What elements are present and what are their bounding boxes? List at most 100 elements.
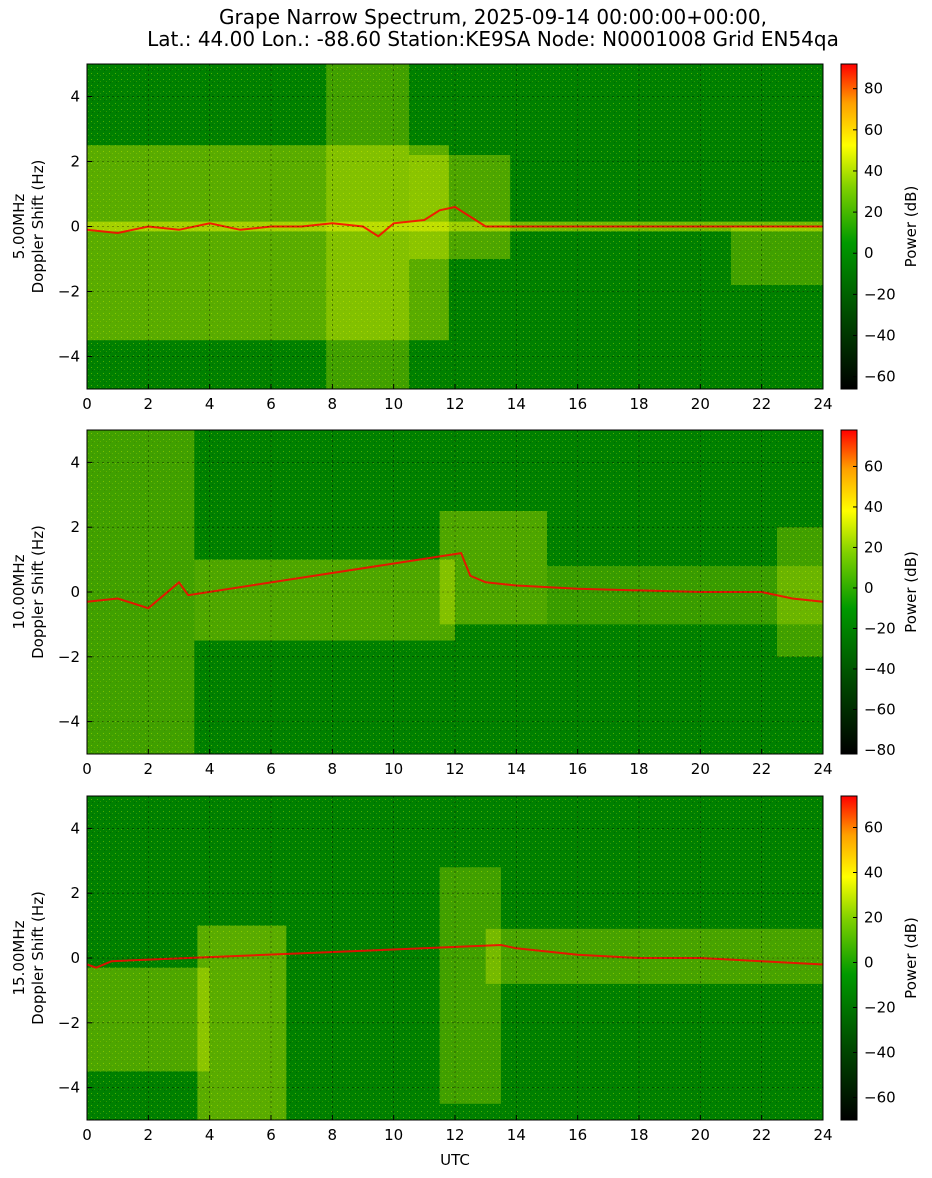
colorbar-tick-label: 60 bbox=[864, 819, 883, 837]
y-tick-label: 4 bbox=[70, 819, 80, 837]
y-tick-label: 2 bbox=[70, 518, 80, 536]
x-tick-label: 12 bbox=[445, 395, 464, 413]
y-axis-label: Doppler Shift (Hz) bbox=[29, 525, 47, 659]
x-tick-label: 24 bbox=[813, 395, 832, 413]
doppler-trace bbox=[86, 943, 824, 969]
y-tick-label: 2 bbox=[70, 884, 80, 902]
x-tick-label: 4 bbox=[205, 760, 215, 778]
colorbar-tick-label: 20 bbox=[864, 203, 883, 221]
y-tick-label: −2 bbox=[58, 1014, 80, 1032]
x-tick-label: 22 bbox=[752, 1126, 771, 1144]
x-tick-label: 0 bbox=[82, 760, 92, 778]
x-tick-label: 14 bbox=[507, 1126, 526, 1144]
x-tick-label: 10 bbox=[384, 395, 403, 413]
colorbar-tick-label: 20 bbox=[864, 909, 883, 927]
colorbar-tick-label: −60 bbox=[864, 700, 896, 718]
x-tick-label: 2 bbox=[144, 1126, 154, 1144]
signal-region bbox=[439, 511, 547, 625]
x-tick-label: 18 bbox=[629, 395, 648, 413]
x-tick-label: 22 bbox=[752, 395, 771, 413]
colorbar bbox=[840, 63, 858, 390]
signal-region bbox=[777, 527, 823, 657]
doppler-trace bbox=[86, 551, 824, 610]
doppler-trace bbox=[86, 205, 823, 238]
colorbar-label: Power (dB) bbox=[902, 186, 920, 268]
colorbar-tick-label: −20 bbox=[864, 285, 896, 303]
signal-region bbox=[731, 226, 823, 285]
x-tick-label: 4 bbox=[205, 1126, 215, 1144]
x-tick-label: 0 bbox=[82, 395, 92, 413]
title-line-2: Lat.: 44.00 Lon.: -88.60 Station:KE9SA N… bbox=[147, 27, 839, 51]
signal-region bbox=[194, 559, 456, 641]
x-tick-label: 16 bbox=[568, 1126, 587, 1144]
colorbar-tick-label: −60 bbox=[864, 1089, 896, 1107]
x-tick-label: 18 bbox=[629, 760, 648, 778]
colorbar-label: Power (dB) bbox=[902, 551, 920, 633]
signal-region bbox=[87, 967, 210, 1072]
x-tick-label: 10 bbox=[384, 760, 403, 778]
colorbar-tick-label: −60 bbox=[864, 368, 896, 386]
x-tick-label: 8 bbox=[328, 1126, 338, 1144]
colorbar bbox=[840, 795, 858, 1121]
colorbar-tick-label: 0 bbox=[864, 244, 874, 262]
x-tick-label: 0 bbox=[82, 1126, 92, 1144]
x-tick-label: 24 bbox=[813, 1126, 832, 1144]
x-tick-label: 12 bbox=[445, 1126, 464, 1144]
panel-frequency-label: 10.00MHz bbox=[10, 554, 28, 629]
x-tick-label: 6 bbox=[266, 1126, 276, 1144]
colorbar-tick-label: −80 bbox=[864, 741, 896, 759]
signal-region bbox=[87, 430, 195, 754]
y-tick-label: −2 bbox=[58, 648, 80, 666]
colorbar-tick-label: 20 bbox=[864, 538, 883, 556]
y-axis-label: Doppler Shift (Hz) bbox=[29, 160, 47, 294]
colorbar-tick-label: 40 bbox=[864, 162, 883, 180]
colorbar-tick-label: 60 bbox=[864, 121, 883, 139]
x-tick-label: 16 bbox=[568, 395, 587, 413]
signal-region bbox=[439, 867, 501, 1104]
x-tick-label: 6 bbox=[266, 395, 276, 413]
x-tick-label: 4 bbox=[205, 395, 215, 413]
y-tick-label: 0 bbox=[70, 583, 80, 601]
colorbar-tick-label: −40 bbox=[864, 327, 896, 345]
x-tick-label: 2 bbox=[144, 760, 154, 778]
x-tick-label: 20 bbox=[691, 1126, 710, 1144]
y-tick-label: 0 bbox=[70, 949, 80, 967]
colorbar-tick-label: −20 bbox=[864, 999, 896, 1017]
x-tick-label: 6 bbox=[266, 760, 276, 778]
x-tick-label: 20 bbox=[691, 395, 710, 413]
title-line-1: Grape Narrow Spectrum, 2025-09-14 00:00:… bbox=[219, 5, 767, 29]
y-tick-label: −2 bbox=[58, 283, 80, 301]
signal-region bbox=[485, 928, 823, 984]
colorbar-tick-label: 60 bbox=[864, 457, 883, 475]
y-tick-label: −4 bbox=[58, 1079, 80, 1097]
colorbar-tick-label: 40 bbox=[864, 864, 883, 882]
x-tick-label: 10 bbox=[384, 1126, 403, 1144]
signal-region bbox=[409, 155, 511, 259]
x-tick-label: 18 bbox=[629, 1126, 648, 1144]
colorbar-tick-label: −40 bbox=[864, 660, 896, 678]
x-tick-label: 8 bbox=[328, 395, 338, 413]
x-tick-label: 14 bbox=[507, 760, 526, 778]
signal-region bbox=[87, 221, 823, 232]
x-tick-label: 22 bbox=[752, 760, 771, 778]
panel-frequency-label: 15.00MHz bbox=[10, 920, 28, 995]
panel-frequency-label: 5.00MHz bbox=[10, 194, 28, 260]
y-tick-label: 4 bbox=[70, 88, 80, 106]
x-tick-label: 8 bbox=[328, 760, 338, 778]
x-tick-label: 2 bbox=[144, 395, 154, 413]
x-tick-label: 14 bbox=[507, 395, 526, 413]
signal-region bbox=[87, 145, 449, 341]
colorbar-tick-label: −40 bbox=[864, 1044, 896, 1062]
x-tick-label: 12 bbox=[445, 760, 464, 778]
y-tick-label: −4 bbox=[58, 348, 80, 366]
x-axis-label: UTC bbox=[440, 1151, 470, 1169]
colorbar-tick-label: 0 bbox=[864, 579, 874, 597]
y-tick-label: −4 bbox=[58, 713, 80, 731]
colorbar-tick-label: 80 bbox=[864, 80, 883, 98]
x-tick-label: 24 bbox=[813, 760, 832, 778]
y-tick-label: 4 bbox=[70, 453, 80, 471]
